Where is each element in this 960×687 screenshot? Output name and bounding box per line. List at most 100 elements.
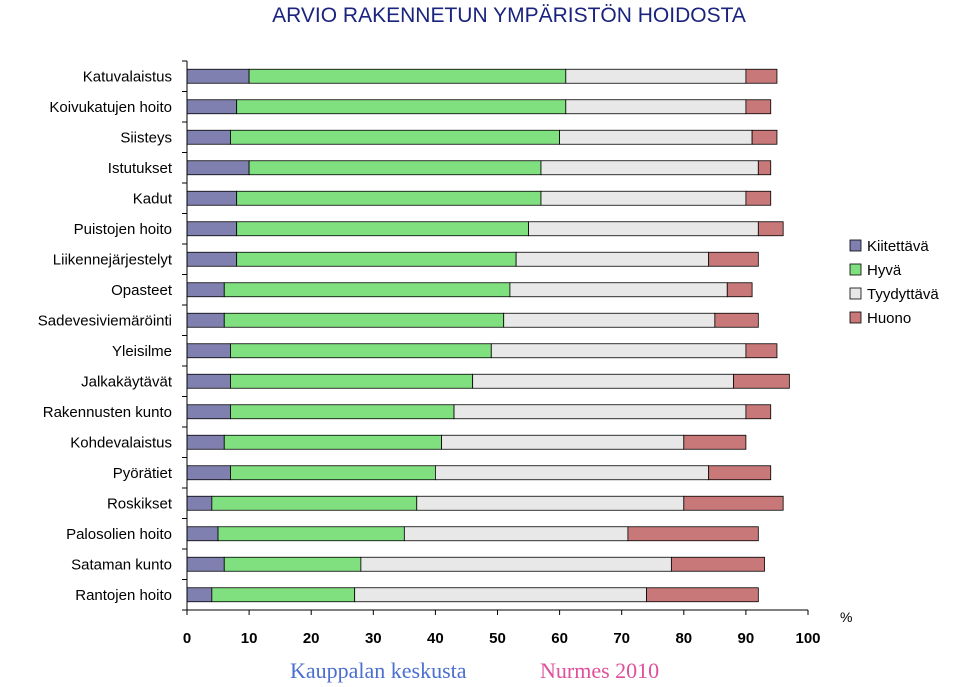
bar-segment-hyv [223,434,443,450]
bar-segment-tyydytt-v [565,99,747,115]
category-label: Roskikset [107,495,173,512]
bar-segment-hyv [236,99,567,115]
bar-segment-kiitett-v [186,373,231,389]
category-label: Opasteet [111,282,173,299]
x-tick-label: 20 [303,630,320,647]
legend-swatch-hyv [849,263,862,276]
bar-segment-tyydytt-v [490,343,747,359]
bar-segment-kiitett-v [186,495,213,511]
x-tick-label: 0 [183,630,191,647]
bar-segment-huono [726,282,753,298]
bar-segment-tyydytt-v [515,251,710,267]
bar-segment-kiitett-v [186,190,238,206]
bar-segment-tyydytt-v [434,465,710,481]
bar-segment-hyv [211,495,418,511]
bar-segment-kiitett-v [186,434,225,450]
bar-segment-kiitett-v [186,251,238,267]
bar-segment-huono [745,190,772,206]
category-labels: Katuvalaistus Koivukatujen hoito Siisteys I… [38,68,173,604]
x-tick-label: 80 [675,630,692,647]
bar-segment-huono [757,221,784,237]
x-tick-label: 90 [738,630,755,647]
legend-swatch-tyydytt-v [849,287,862,300]
bar-segment-hyv [236,221,529,237]
bar-segment-hyv [236,251,517,267]
x-tick-label: 50 [489,630,506,647]
legend: Kiitettävä Hyvä Tyydyttävä Huono [844,234,956,334]
legend-label: Kiitettävä [867,238,929,255]
category-label: Liikennejärjestelyt [53,251,173,268]
bar-segment-tyydytt-v [509,282,728,298]
legend-label: Huono [867,310,911,327]
bar-segment-kiitett-v [186,404,231,420]
legend-swatch-kiitett-v [849,239,862,252]
category-label: Pyörätiet [113,465,173,482]
bar-segment-tyydytt-v [559,129,753,145]
bar-segment-huono [745,404,772,420]
bar-segment-kiitett-v [186,68,250,84]
legend-box [844,234,956,334]
category-label: Palosolien hoito [66,526,172,543]
bar-segment-huono [733,373,790,389]
bar-segment-hyv [223,556,362,572]
bar-segment-hyv [230,465,436,481]
bar-segment-kiitett-v [186,129,231,145]
bar-segment-kiitett-v [186,282,225,298]
bar-segment-hyv [223,282,511,298]
category-label: Katuvalaistus [83,68,172,85]
legend-label: Tyydyttävä [867,286,939,303]
footer-town-year: Nurmes 2010 [540,658,659,683]
legend-label: Hyvä [867,262,902,279]
x-tick-label: 60 [551,630,568,647]
bar-segment-huono [683,495,784,511]
bar-segment-huono [714,312,759,328]
category-label: Sataman kunto [71,556,172,573]
category-label: Rakennusten kunto [43,404,172,421]
x-tick-label: 30 [365,630,382,647]
bar-segment-kiitett-v [186,587,213,603]
bar-segment-hyv [230,404,455,420]
x-tick-label: 40 [427,630,444,647]
chart-title: ARVIO RAKENNETUN YMPÄRISTÖN HOIDOSTA [272,4,746,27]
bar-segment-tyydytt-v [503,312,716,328]
legend-swatch-huono [849,311,862,324]
bar-segment-tyydytt-v [540,160,759,176]
bar-segment-tyydytt-v [453,404,747,420]
bar-segment-tyydytt-v [360,556,672,572]
bar-segment-huono [646,587,759,603]
bar-segment-huono [745,68,778,84]
bar-segment-huono [751,129,778,145]
bar-segment-tyydytt-v [354,587,647,603]
category-label: Siisteys [120,129,172,146]
category-label: Jalkakäytävät [81,373,173,390]
bar-segment-tyydytt-v [565,68,747,84]
bar-segment-kiitett-v [186,221,238,237]
category-label: Rantojen hoito [75,587,172,604]
bar-segment-huono [670,556,765,572]
bar-segment-tyydytt-v [472,373,734,389]
bar-segment-hyv [223,312,505,328]
category-label: Puistojen hoito [74,221,172,238]
x-tick-label: 10 [241,630,258,647]
category-label: Sadevesiviemäröinti [38,312,172,329]
bar-segment-tyydytt-v [416,495,685,511]
bar-segment-tyydytt-v [528,221,759,237]
footer-location: Kauppalan keskusta [290,658,467,683]
bar-segment-huono [745,343,778,359]
bar-segment-hyv [236,190,542,206]
bar-segment-huono [627,526,759,542]
bar-segment-hyv [217,526,405,542]
unit-label: % [840,609,852,625]
bar-segment-hyv [248,68,567,84]
category-label: Koivukatujen hoito [49,99,172,116]
bar-segment-huono [683,434,747,450]
x-axis: 0 10 20 30 40 50 60 70 80 90 100 [182,60,821,647]
bar-segment-tyydytt-v [441,434,685,450]
bar-segment-tyydytt-v [403,526,629,542]
x-tick-label: 100 [795,630,820,647]
bar-segment-hyv [230,343,492,359]
bar-segment-kiitett-v [186,312,225,328]
x-tick-label: 70 [613,630,630,647]
bar-segment-kiitett-v [186,556,225,572]
